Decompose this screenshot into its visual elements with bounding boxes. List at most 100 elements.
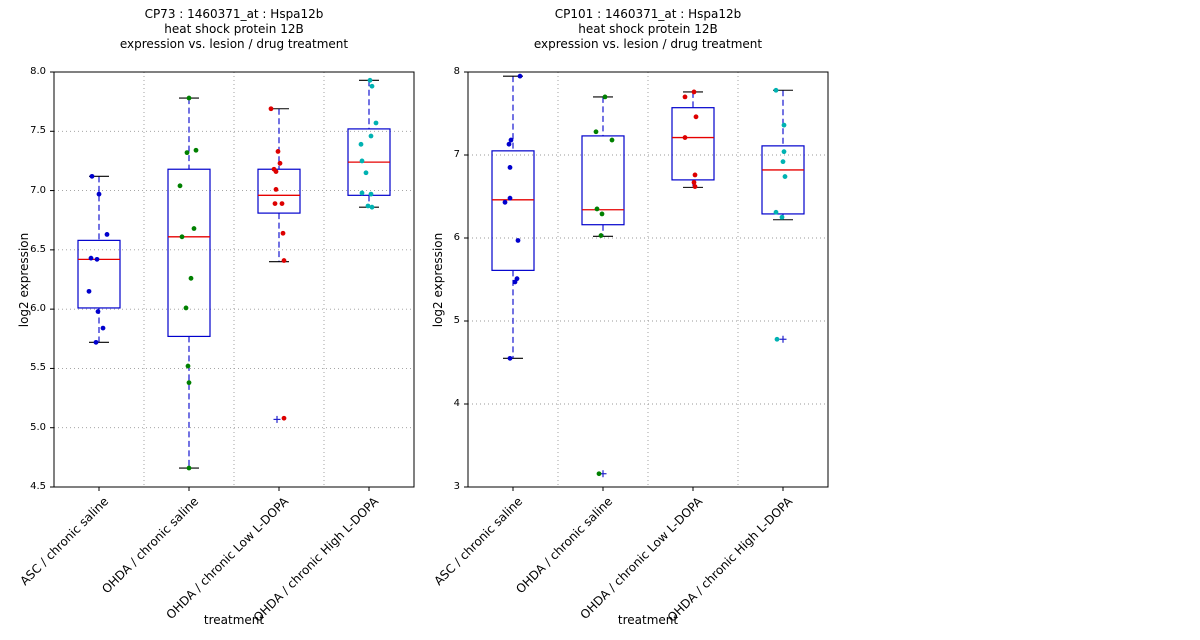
data-point — [279, 201, 285, 207]
data-point — [593, 129, 599, 135]
data-point — [88, 255, 94, 261]
data-point — [507, 165, 513, 170]
data-point — [609, 137, 615, 143]
y-tick-label: 7.5 — [30, 125, 46, 136]
chart2-x-axis-label: treatment — [617, 613, 679, 627]
data-point — [373, 120, 379, 126]
data-point — [273, 169, 279, 175]
data-point — [781, 149, 787, 155]
data-point — [368, 133, 374, 139]
data-point — [368, 191, 374, 197]
data-point — [93, 339, 99, 345]
data-point — [363, 170, 369, 176]
data-point — [512, 279, 518, 285]
data-point — [188, 275, 194, 281]
y-tick-label: 8 — [453, 66, 460, 77]
chart2-title-line: CP101 : 1460371_at : Hspa12b — [554, 7, 742, 21]
data-point — [281, 415, 287, 421]
data-point — [682, 135, 688, 140]
data-point — [359, 190, 365, 196]
plot-frame — [53, 71, 415, 488]
box — [491, 150, 535, 271]
data-point — [358, 141, 364, 147]
data-point — [502, 199, 508, 205]
data-point — [183, 305, 189, 311]
data-point — [507, 355, 513, 361]
y-tick-label: 4.5 — [30, 481, 46, 492]
data-point — [506, 141, 512, 147]
data-point — [692, 184, 698, 189]
data-point — [599, 211, 605, 217]
plot-frame — [467, 71, 829, 488]
chart2-title-line: heat shock protein 12B — [578, 22, 718, 36]
data-point — [367, 77, 373, 83]
box — [167, 168, 211, 338]
data-point — [185, 363, 191, 369]
data-point — [691, 179, 697, 185]
data-point — [186, 380, 192, 386]
box — [671, 107, 715, 181]
data-point — [365, 203, 371, 209]
data-point — [191, 226, 197, 231]
y-tick-label: 6.5 — [30, 244, 46, 255]
data-point — [773, 209, 779, 215]
data-point — [596, 471, 602, 477]
data-point — [507, 195, 513, 201]
data-point — [179, 234, 185, 240]
data-point — [693, 114, 699, 120]
y-tick-label: 7 — [453, 149, 460, 160]
data-point — [281, 258, 287, 263]
data-point — [602, 94, 608, 100]
y-tick-label: 7.0 — [30, 185, 46, 196]
data-point — [89, 173, 95, 179]
data-point — [268, 106, 274, 112]
data-point — [177, 183, 183, 189]
box — [761, 145, 805, 215]
data-point — [95, 309, 101, 314]
y-tick-label: 5 — [453, 315, 460, 326]
data-point — [186, 95, 192, 101]
y-tick-label: 4 — [453, 398, 460, 409]
chart1-title-line: heat shock protein 12B — [164, 22, 304, 36]
data-point — [781, 122, 787, 128]
data-point — [359, 158, 365, 164]
box — [581, 135, 625, 226]
chart1-title-line: CP73 : 1460371_at : Hspa12b — [144, 7, 324, 21]
box — [257, 168, 301, 214]
box — [77, 239, 121, 309]
chart1-title-line: expression vs. lesion / drug treatment — [119, 37, 349, 51]
data-point — [774, 336, 780, 342]
chart1-x-axis-label: treatment — [203, 613, 265, 627]
data-point — [515, 238, 521, 243]
data-point — [280, 230, 286, 236]
data-point — [273, 186, 279, 192]
data-point — [782, 174, 788, 179]
data-point — [517, 73, 523, 79]
chart1-y-axis-label: log2 expression — [17, 232, 31, 328]
data-point — [508, 137, 514, 143]
y-tick-label: 8.0 — [30, 66, 46, 77]
y-tick-label: 5.0 — [30, 422, 46, 433]
data-point — [594, 206, 600, 212]
data-point — [272, 201, 278, 207]
data-point — [100, 325, 106, 331]
data-point — [369, 204, 375, 210]
data-point — [94, 256, 100, 262]
data-point — [369, 83, 375, 89]
data-point — [691, 89, 697, 95]
data-point — [184, 150, 190, 156]
chart2-y-axis-label: log2 expression — [431, 232, 445, 328]
data-point — [193, 147, 199, 153]
data-point — [275, 149, 281, 154]
data-point — [780, 159, 786, 165]
data-point — [86, 288, 92, 294]
data-point — [186, 465, 192, 471]
data-point — [96, 191, 102, 197]
y-tick-label: 6.0 — [30, 303, 46, 314]
y-tick-label: 5.5 — [30, 362, 46, 373]
data-point — [104, 232, 110, 237]
chart2-title-line: expression vs. lesion / drug treatment — [533, 37, 763, 51]
data-point — [779, 214, 785, 220]
